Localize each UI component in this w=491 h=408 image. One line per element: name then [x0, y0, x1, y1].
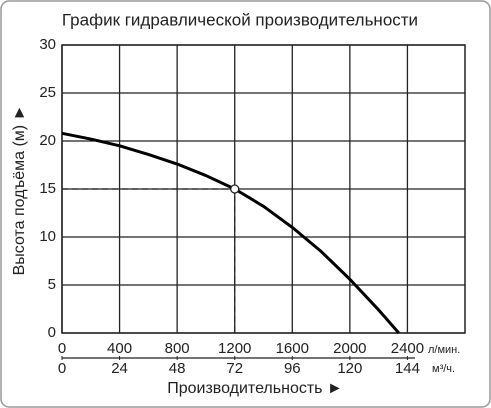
y-tick-label: 5: [48, 276, 56, 293]
x2-tick-label: 72: [226, 360, 243, 377]
y-tick-label: 0: [48, 324, 56, 341]
x-unit: л/мин.: [428, 344, 460, 356]
y-tick-label: 25: [39, 84, 56, 101]
x2-tick-label: 144: [395, 360, 420, 377]
x2-tick-label: 120: [337, 360, 362, 377]
chart-title: График гидравлической производительности: [62, 10, 418, 29]
x-tick-label: 0: [58, 340, 66, 357]
y-tick-label: 10: [39, 228, 56, 245]
x-tick-label: 400: [107, 340, 132, 357]
x-tick-label: 2000: [333, 340, 366, 357]
x2-tick-label: 24: [111, 360, 128, 377]
x2-tick-label: 0: [58, 360, 66, 377]
y-tick-label: 15: [39, 180, 56, 197]
highlight-point: [230, 184, 240, 194]
x-tick-label: 800: [165, 340, 190, 357]
x-axis-title: Производительность ►: [167, 380, 343, 397]
y-axis-title: Высота подъёма (м) ►: [11, 105, 28, 276]
x-tick-label: 1200: [218, 340, 251, 357]
x2-tick-label: 48: [169, 360, 186, 377]
y-tick-label: 20: [39, 132, 56, 149]
x-tick-label: 2400: [391, 340, 424, 357]
y-tick-label: 30: [39, 36, 56, 53]
x-tick-label: 1600: [276, 340, 309, 357]
x2-tick-label: 96: [284, 360, 301, 377]
x2-unit: м³/ч.: [432, 363, 455, 375]
